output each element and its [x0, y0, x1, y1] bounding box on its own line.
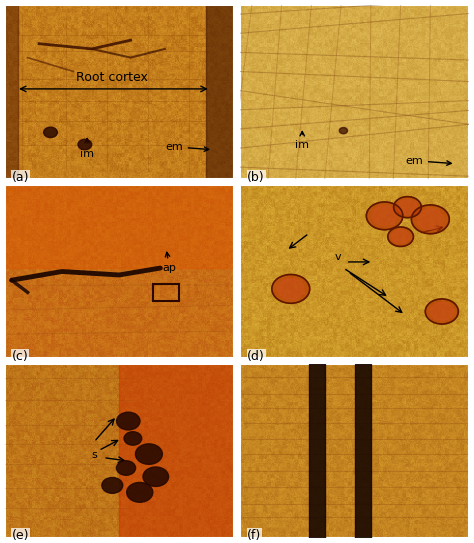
Text: v: v [334, 252, 341, 262]
Text: (f): (f) [247, 529, 262, 542]
Text: em: em [405, 156, 451, 166]
Circle shape [272, 275, 310, 304]
Bar [5, 185, 234, 268]
Circle shape [127, 482, 153, 502]
Circle shape [366, 202, 403, 230]
Text: (c): (c) [11, 350, 28, 363]
Bar [154, 283, 179, 301]
Circle shape [388, 227, 413, 247]
Circle shape [398, 200, 417, 214]
Text: em: em [165, 142, 209, 152]
Bar [206, 5, 234, 179]
Circle shape [417, 209, 444, 229]
Circle shape [392, 230, 410, 243]
Circle shape [44, 127, 57, 137]
Text: im: im [80, 138, 94, 159]
Circle shape [430, 302, 453, 320]
Circle shape [117, 460, 136, 475]
Circle shape [393, 197, 421, 218]
Circle shape [425, 299, 458, 324]
Circle shape [372, 206, 397, 225]
Circle shape [339, 128, 347, 134]
Circle shape [143, 467, 169, 487]
Circle shape [102, 477, 123, 494]
Text: (b): (b) [247, 171, 265, 184]
Circle shape [136, 444, 163, 464]
Bar [5, 5, 18, 179]
Text: ap: ap [163, 252, 176, 274]
Circle shape [124, 432, 142, 445]
Bar [119, 364, 234, 538]
Text: im: im [295, 131, 309, 150]
Text: (d): (d) [247, 350, 265, 363]
Text: (e): (e) [11, 529, 29, 542]
Bar [309, 364, 325, 538]
Text: (a): (a) [11, 171, 29, 184]
Circle shape [117, 412, 140, 430]
Bar [355, 364, 371, 538]
Circle shape [277, 279, 304, 299]
Text: s: s [91, 450, 98, 459]
Circle shape [78, 140, 91, 150]
Text: Root cortex: Root cortex [76, 71, 148, 84]
Circle shape [411, 205, 449, 233]
